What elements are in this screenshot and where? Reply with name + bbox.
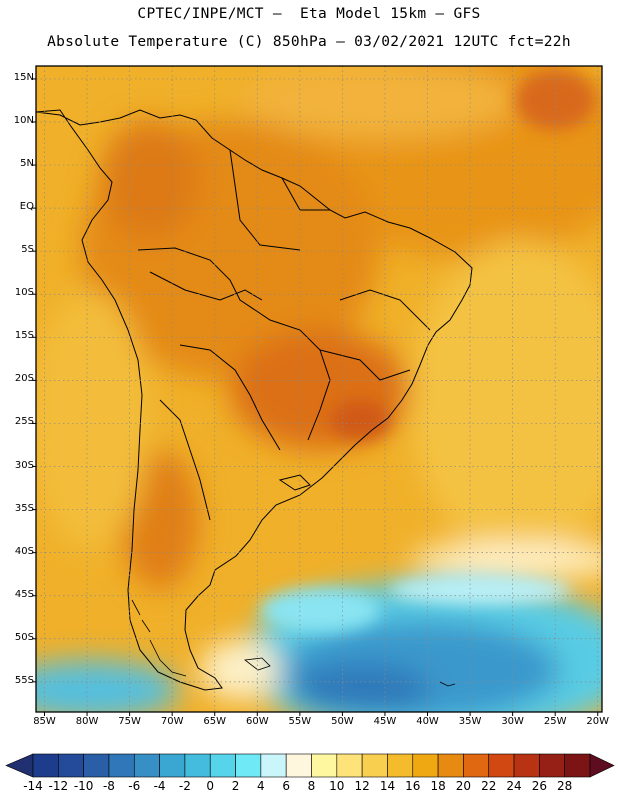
colorbar-under-arrow bbox=[5, 753, 34, 778]
colorbar-label: 26 bbox=[531, 779, 547, 793]
lat-label: 25S bbox=[14, 416, 34, 428]
colorbar-swatch bbox=[463, 753, 490, 778]
colorbar-label: 22 bbox=[481, 779, 497, 793]
colorbar-swatch bbox=[564, 753, 591, 778]
colorbar-label: -12 bbox=[48, 779, 69, 793]
lon-label: 50W bbox=[331, 716, 354, 727]
colorbar-swatch bbox=[184, 753, 211, 778]
lat-label: 50S bbox=[14, 631, 34, 643]
lon-label: 80W bbox=[75, 716, 99, 727]
lon-label: 60W bbox=[245, 716, 269, 727]
colorbar-label: -4 bbox=[153, 779, 166, 793]
colorbar-swatch bbox=[539, 753, 565, 778]
lon-label: 45W bbox=[373, 716, 397, 727]
lon-label: 65W bbox=[203, 716, 227, 727]
colorbar-label: 4 bbox=[257, 779, 265, 793]
lat-label: 40S bbox=[14, 545, 34, 557]
title-line-2: Absolute Temperature (C) 850hPa – 03/02/… bbox=[47, 34, 571, 50]
colorbar-swatch bbox=[488, 753, 515, 778]
colorbar-swatch bbox=[336, 753, 363, 778]
colorbar-swatch bbox=[209, 753, 236, 778]
lat-label: 5S bbox=[21, 244, 34, 256]
colorbar-swatch bbox=[32, 753, 59, 778]
colorbar-swatch bbox=[235, 753, 262, 778]
colorbar-swatch bbox=[437, 753, 464, 778]
colorbar-label: 28 bbox=[557, 779, 573, 793]
lat-label: 15N bbox=[13, 71, 34, 83]
colorbar-label: -2 bbox=[178, 779, 191, 793]
lon-label: 55W bbox=[288, 716, 312, 727]
colorbar-swatch bbox=[58, 753, 84, 778]
colorbar-label: 14 bbox=[379, 779, 396, 793]
colorbar-label: 0 bbox=[206, 779, 215, 793]
lat-label: 5N bbox=[20, 158, 34, 170]
lat-label: 15S bbox=[14, 330, 34, 342]
lat-label: 10S bbox=[14, 287, 34, 299]
colorbar-swatch bbox=[285, 753, 312, 778]
lat-label: 30S bbox=[14, 459, 34, 471]
colorbar-label: -6 bbox=[128, 779, 141, 793]
temperature-field bbox=[36, 66, 602, 712]
colorbar-swatch bbox=[83, 753, 110, 778]
colorbar-label: 8 bbox=[307, 779, 316, 793]
lon-label: 25W bbox=[543, 716, 567, 727]
lat-label: 10N bbox=[13, 114, 34, 126]
colorbar-swatch bbox=[412, 753, 439, 778]
colorbar-label: 2 bbox=[231, 779, 240, 793]
lon-label: 40W bbox=[416, 716, 439, 727]
colorbar-over-arrow bbox=[589, 753, 615, 778]
colorbar-label: 10 bbox=[329, 779, 345, 793]
colorbar-swatch bbox=[133, 753, 160, 778]
colorbar-label: 20 bbox=[455, 779, 472, 793]
lon-label: 35W bbox=[458, 716, 482, 727]
coastline bbox=[36, 109, 473, 691]
colorbar-label: -10 bbox=[73, 779, 94, 793]
colorbar-swatch bbox=[159, 753, 186, 778]
colorbar-swatch bbox=[311, 753, 338, 778]
colorbar-swatch bbox=[260, 753, 287, 778]
colorbar-swatch bbox=[513, 753, 540, 778]
colorbar-label: 6 bbox=[282, 779, 290, 793]
colorbar-swatch bbox=[387, 753, 414, 778]
map-frame bbox=[35, 65, 603, 713]
lon-label: 30W bbox=[501, 716, 524, 727]
lon-label: 70W bbox=[160, 716, 184, 727]
lon-label: 75W bbox=[118, 716, 141, 727]
colorbar-swatch bbox=[361, 753, 388, 778]
lat-label: 55S bbox=[14, 674, 34, 686]
colorbar bbox=[5, 753, 615, 778]
lon-label: 85W bbox=[33, 716, 56, 727]
lat-label: 35S bbox=[14, 502, 34, 514]
colorbar-label: 18 bbox=[430, 779, 446, 793]
colorbar-label: 16 bbox=[405, 779, 421, 793]
lat-label: 45S bbox=[14, 588, 34, 600]
lon-label: 20W bbox=[586, 716, 610, 727]
colorbar-swatch bbox=[108, 753, 135, 778]
title-line-1: CPTEC/INPE/MCT – Eta Model 15km – GFS bbox=[137, 6, 481, 22]
lat-label: 20S bbox=[14, 373, 34, 385]
colorbar-label: -14 bbox=[23, 779, 43, 793]
colorbar-label: 12 bbox=[354, 779, 370, 793]
colorbar-label: 24 bbox=[506, 779, 522, 793]
colorbar-label: -8 bbox=[102, 779, 115, 793]
lat-label: EQ bbox=[19, 201, 34, 213]
